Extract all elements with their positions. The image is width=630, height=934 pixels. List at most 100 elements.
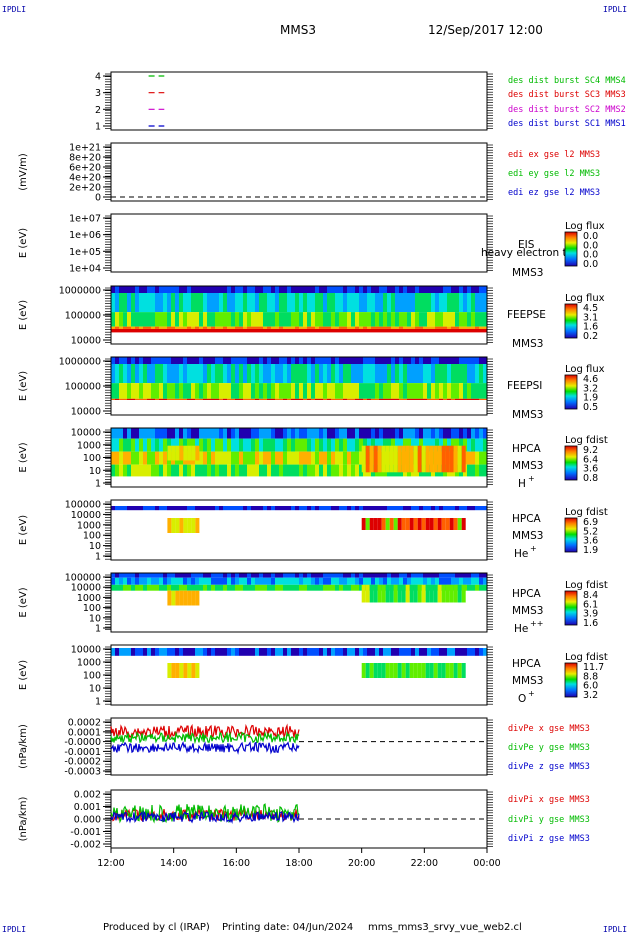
feepse-cell	[151, 326, 155, 329]
eis-ytick-label: 1e+05	[69, 247, 101, 258]
hpca_o-cell	[119, 648, 123, 656]
hpca_h-cell	[155, 451, 159, 465]
feepse-cell	[399, 326, 403, 329]
hpca_hepp-event-cell	[361, 584, 366, 603]
feepse-cell	[183, 312, 187, 327]
feepsi-cell	[231, 398, 235, 400]
hpca_he-cell	[283, 506, 287, 511]
feepse-cell	[355, 286, 359, 293]
feepsi-cell	[239, 383, 243, 399]
hpca_h-cell	[167, 428, 171, 439]
feepsi-cell	[159, 364, 163, 384]
hpca_hepp-cell	[279, 573, 283, 578]
feepse-cell	[263, 328, 267, 333]
feepse-ytick-label: 10000	[71, 336, 101, 347]
hpca_hepp-cell	[419, 577, 423, 585]
feepse-cell	[419, 312, 423, 327]
eis-ylabel: E (eV)	[18, 228, 29, 258]
feepse-cell	[471, 326, 475, 329]
feepsi-cell	[439, 357, 443, 364]
hpca_he-cell	[483, 506, 487, 511]
divpe-ytick-label: 0.0002	[68, 718, 101, 729]
feepse-cell	[479, 312, 483, 327]
hpca_he-event-cell	[377, 518, 382, 530]
feepsi-cell	[327, 364, 331, 384]
feepsi-cell	[191, 357, 195, 364]
hpca_hepp-cell	[247, 584, 251, 591]
hpca_h-cell	[227, 464, 231, 477]
hpca_h-cell	[415, 438, 419, 452]
hpca_hepp-ytick-label: 100	[83, 603, 101, 614]
feepse-cell	[147, 312, 151, 327]
feepse-cell	[395, 286, 399, 293]
hpca_he-event-cell	[393, 518, 398, 530]
hpca_o-cell	[147, 648, 151, 656]
hpca_hepp-cell	[271, 577, 275, 585]
hpca_o-species-charge: +	[528, 689, 535, 698]
feepsi-cell	[247, 398, 251, 400]
hpca_h-cell	[447, 428, 451, 439]
feepse-cell	[375, 326, 379, 329]
feepse-cell	[251, 328, 255, 333]
hpca_h-colorbar-title: Log fdist	[565, 435, 608, 446]
feepse-cell	[351, 293, 355, 313]
hpca_hepp-cell	[435, 573, 439, 578]
hpca_hepp-cell	[303, 584, 307, 591]
hpca_o-event-cell	[433, 663, 438, 678]
hpca_h-cell	[479, 438, 483, 452]
feepse-cell	[227, 312, 231, 327]
hpca_h-event-cell	[409, 445, 414, 473]
feepse-cell	[479, 326, 483, 329]
hpca_o-cell	[243, 648, 247, 656]
hpca_h-cell	[139, 451, 143, 465]
feepsi-cell	[119, 383, 123, 399]
hpca_h-event-cell	[441, 445, 446, 473]
hpca_hepp-cell	[407, 573, 411, 578]
feepse-cell	[247, 312, 251, 327]
hpca_h-cell	[303, 438, 307, 452]
hpca_h-cell	[211, 451, 215, 465]
hpca_hepp-ytick-label: 100000	[65, 573, 101, 584]
hpca_h-cell	[299, 451, 303, 465]
feepse-cell	[395, 312, 399, 327]
feepsi-cell	[227, 357, 231, 364]
feepsi-cell	[307, 364, 311, 384]
feepse-cell	[179, 312, 183, 327]
hpca_hepp-species-label: He	[514, 623, 528, 635]
feepsi-cell	[195, 383, 199, 399]
feepse-cell	[267, 286, 271, 293]
feepse-cell	[163, 328, 167, 333]
feepsi-cell	[235, 364, 239, 384]
hpca_he-event-cell	[433, 518, 438, 530]
feepse-cell	[251, 312, 255, 327]
hpca_o-colorbar-tick: 6.0	[583, 681, 598, 692]
hpca_o-cell	[411, 648, 415, 656]
hpca_h-cell	[251, 451, 255, 465]
feepsi-cell	[175, 364, 179, 384]
hpca_h-cell	[279, 438, 283, 452]
feepse-cell	[323, 326, 327, 329]
edi-ytick-label: 2e+20	[69, 183, 101, 194]
hpca_hepp-cell	[419, 573, 423, 578]
hpca_h-cell	[291, 428, 295, 439]
hpca_hepp-cell	[159, 584, 163, 591]
hpca_h-cell	[387, 438, 391, 452]
hpca_hepp-cell	[243, 584, 247, 591]
hpca_hepp-cell	[359, 573, 363, 578]
feepsi-cell	[427, 383, 431, 399]
feepse-cell	[411, 293, 415, 313]
hpca_he-event-cell	[461, 518, 466, 530]
feepsi-cell	[411, 398, 415, 400]
hpca_h-cell	[483, 451, 487, 465]
feepse-cell	[451, 312, 455, 327]
feepsi-cell	[247, 357, 251, 364]
feepsi-cell	[371, 364, 375, 384]
hpca_he-cell	[339, 506, 343, 511]
feepsi-cell	[279, 364, 283, 384]
hpca_h-cell	[383, 428, 387, 439]
feepse-cell	[127, 293, 131, 313]
hpca_h-cell	[479, 464, 483, 477]
feepse-cell	[203, 293, 207, 313]
feepse-cell	[243, 312, 247, 327]
